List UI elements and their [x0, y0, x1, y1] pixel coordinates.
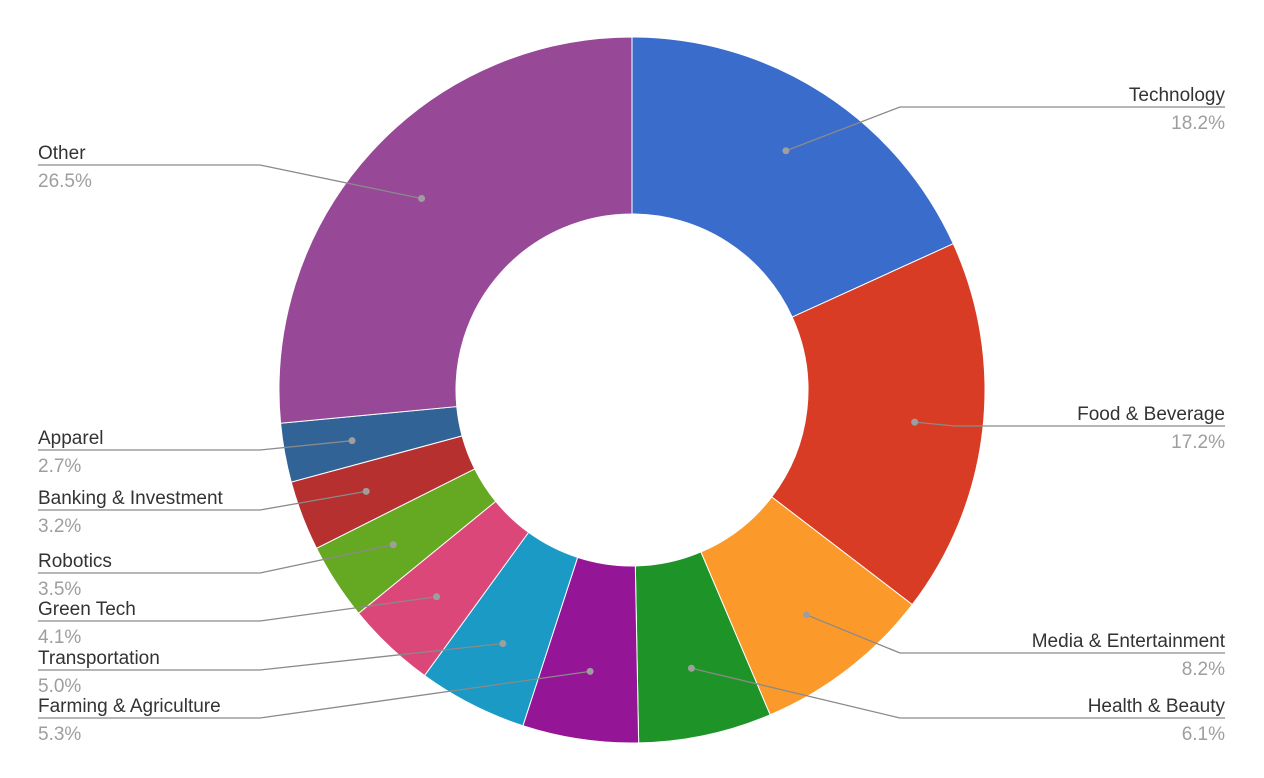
slice-value-banking-and-investment: 3.2% — [38, 516, 81, 537]
leader-line-other — [38, 164, 422, 200]
leader-line-transportation — [38, 642, 503, 671]
slice-label-banking-and-investment: Banking & Investment — [38, 488, 224, 509]
leader-line-media-and-entertainment — [806, 614, 1225, 654]
slice-label-apparel: Apparel — [38, 428, 104, 449]
slice-value-health-and-beauty: 6.1% — [1182, 724, 1225, 745]
leader-line-banking-and-investment — [38, 490, 367, 511]
slices — [278, 36, 986, 744]
leader-line-technology — [785, 106, 1225, 152]
slice-value-apparel: 2.7% — [38, 456, 81, 477]
slice-value-farming-and-agriculture: 5.3% — [38, 724, 81, 745]
leader-line-apparel — [38, 440, 353, 451]
leader-dot-health-and-beauty — [687, 664, 695, 672]
slice-label-green-tech: Green Tech — [38, 599, 136, 620]
leader-dot-transportation — [499, 639, 507, 647]
slice-label-food-and-beverage: Food & Beverage — [1077, 404, 1225, 425]
slice-value-other: 26.5% — [38, 171, 92, 192]
slice-technology[interactable] — [631, 36, 954, 318]
leader-dot-technology — [782, 147, 790, 155]
leader-dot-banking-and-investment — [362, 487, 370, 495]
leader-dot-green-tech — [433, 593, 441, 601]
slice-value-food-and-beverage: 17.2% — [1171, 432, 1225, 453]
leader-line-health-and-beauty — [691, 667, 1225, 719]
leader-line-robotics — [38, 544, 394, 574]
leader-dot-other — [418, 195, 426, 203]
slice-label-health-and-beauty: Health & Beauty — [1088, 696, 1226, 717]
leader-dot-farming-and-agriculture — [586, 667, 594, 675]
slice-value-transportation: 5.0% — [38, 676, 81, 697]
leader-dot-robotics — [389, 541, 397, 549]
slice-value-technology: 18.2% — [1171, 113, 1225, 134]
leader-line-green-tech — [38, 596, 437, 622]
slice-value-robotics: 3.5% — [38, 579, 81, 600]
slice-label-media-and-entertainment: Media & Entertainment — [1032, 631, 1226, 652]
leader-dot-apparel — [348, 437, 356, 445]
slice-label-transportation: Transportation — [38, 648, 160, 669]
slice-value-media-and-entertainment: 8.2% — [1182, 659, 1225, 680]
leader-dot-food-and-beverage — [911, 418, 919, 426]
slice-value-green-tech: 4.1% — [38, 627, 81, 648]
leader-lines — [38, 106, 1225, 719]
slice-other[interactable] — [278, 36, 633, 424]
slice-label-farming-and-agriculture: Farming & Agriculture — [38, 696, 221, 717]
slice-label-technology: Technology — [1129, 85, 1226, 106]
slice-labels: Technology 18.2% Food & Beverage 17.2% Media… — [38, 85, 1226, 745]
slice-label-other: Other — [38, 143, 86, 164]
slice-label-robotics: Robotics — [38, 551, 112, 572]
leader-dot-media-and-entertainment — [802, 611, 810, 619]
leader-line-food-and-beverage — [914, 421, 1225, 427]
leader-line-farming-and-agriculture — [38, 670, 591, 719]
slice-food-and-beverage[interactable] — [771, 243, 986, 606]
